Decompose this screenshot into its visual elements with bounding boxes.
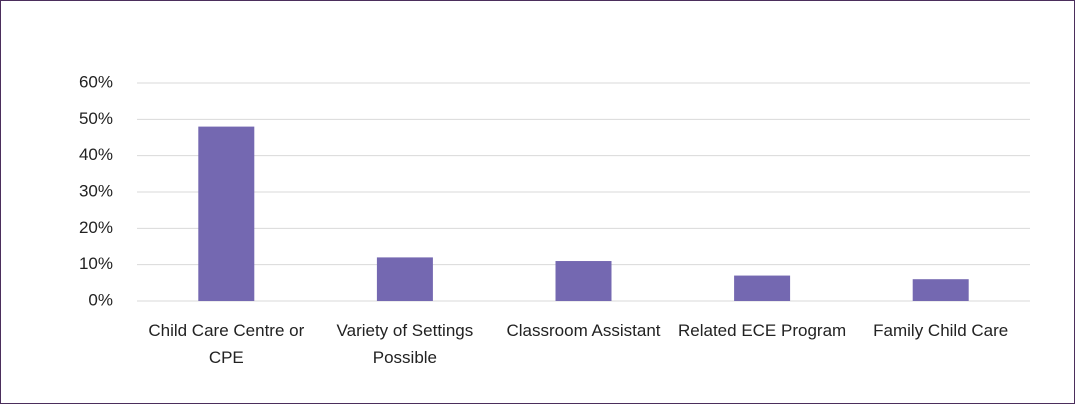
bar	[734, 275, 791, 301]
bar	[376, 257, 433, 301]
x-tick-label: Variety of Settings Possible	[336, 321, 474, 367]
x-tick-label: Related ECE Program	[678, 321, 847, 340]
x-tick-label: Family Child Care	[873, 321, 1009, 340]
bar	[198, 126, 255, 301]
y-tick-label: 50%	[79, 109, 113, 128]
y-tick-label: 10%	[79, 254, 113, 273]
x-tick-label: Classroom Assistant	[506, 321, 661, 340]
x-tick-label: Child Care Centre or CPE	[148, 321, 305, 367]
y-tick-label: 60%	[79, 72, 113, 91]
y-tick-label: 0%	[88, 290, 113, 309]
y-tick-label: 30%	[79, 181, 113, 200]
y-tick-label: 20%	[79, 218, 113, 237]
bar	[912, 279, 969, 301]
y-tick-label: 40%	[79, 145, 113, 164]
bar	[555, 261, 612, 301]
